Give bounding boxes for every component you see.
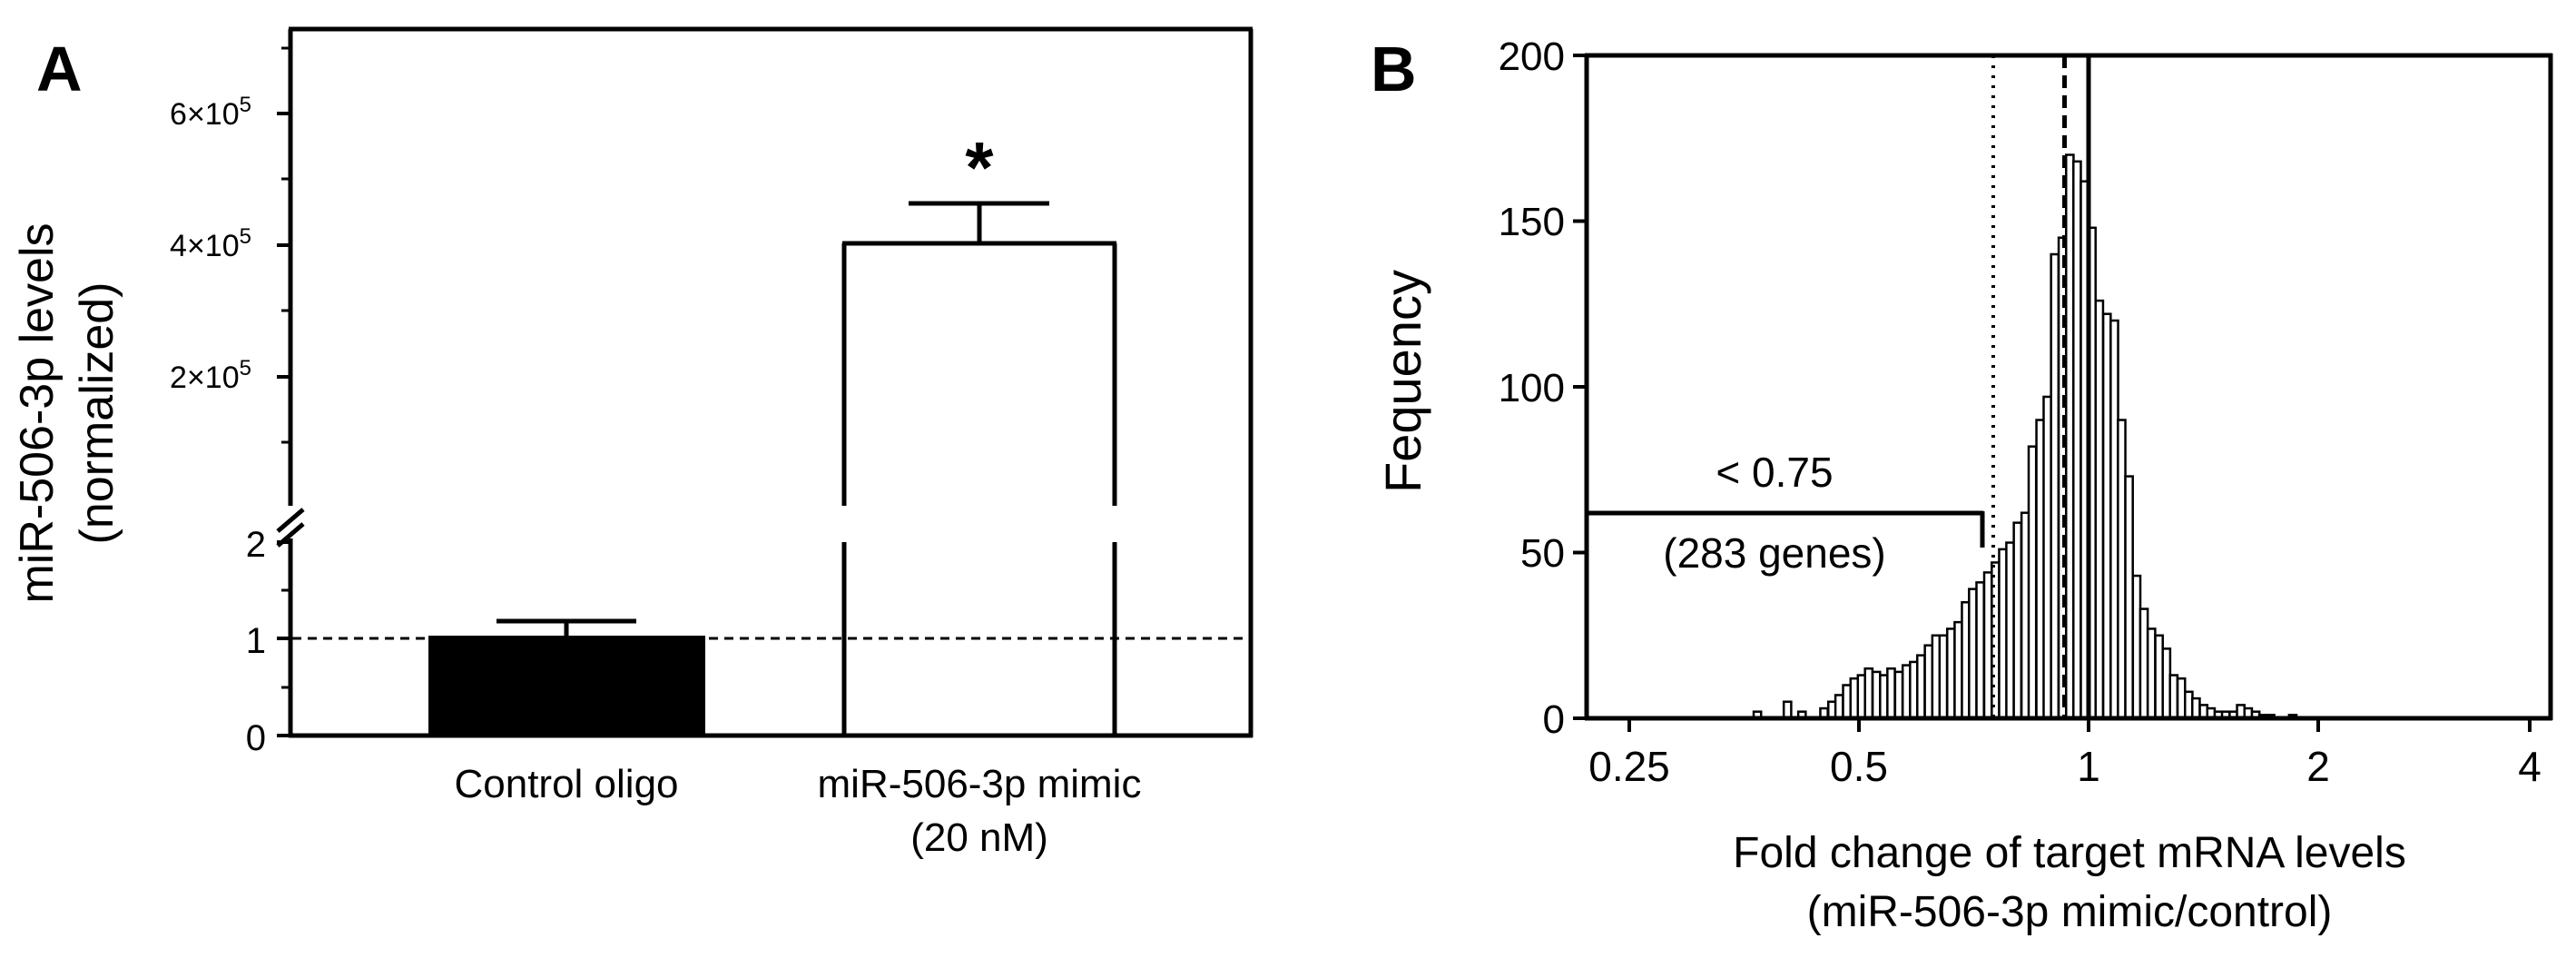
panel-a-ytick-label: 2×105 bbox=[170, 356, 251, 395]
histogram-bin bbox=[2146, 627, 2157, 720]
histogram-bin bbox=[1893, 670, 1904, 720]
panel-b-xtick-label: 1 bbox=[2077, 743, 2100, 790]
histogram-bin bbox=[1938, 634, 1949, 720]
panel-b-label: B bbox=[1371, 34, 1417, 104]
panel-a-ytick-label: 1 bbox=[246, 621, 266, 661]
panel-a-xtick-label: miR-506-3p mimic bbox=[818, 762, 1142, 806]
histogram-bin bbox=[1982, 571, 1993, 720]
panel-a-ylabel-line1: miR-506-3p levels bbox=[11, 222, 64, 603]
panel-b-xtick-label: 0.5 bbox=[1830, 743, 1888, 790]
panel-b-ytick-label: 100 bbox=[1499, 366, 1565, 410]
histogram-bin bbox=[1886, 667, 1896, 720]
reference-lines bbox=[1991, 55, 2091, 718]
histogram-bin bbox=[2094, 299, 2105, 720]
histogram-bin bbox=[2050, 252, 2060, 720]
histogram-bins bbox=[1752, 153, 2298, 720]
histogram-bin bbox=[2138, 607, 2149, 720]
panel-b-xlabel-line2: (miR-506-3p mimic/control) bbox=[1807, 888, 2333, 936]
panel-b-ytick-label: 150 bbox=[1499, 200, 1565, 244]
panel-b-ytick-label: 50 bbox=[1520, 531, 1565, 576]
histogram-bin bbox=[2168, 674, 2179, 720]
panel-b-ylabel: Fequency bbox=[1374, 270, 1431, 493]
panel-a-ytick-label: 0 bbox=[246, 718, 266, 758]
panel-a-ytick-label: 4×105 bbox=[170, 224, 251, 263]
panel-b-chart: Fequency 0 50 100 150 200 0.25 0.5 1 2 4… bbox=[1374, 35, 2553, 936]
histogram-bin bbox=[1863, 667, 1874, 720]
panel-a-ytick-label: 2 bbox=[246, 525, 266, 565]
histogram-bin bbox=[1834, 694, 1844, 720]
bar-control-oligo bbox=[428, 636, 705, 736]
histogram-bin bbox=[1975, 581, 1985, 720]
histogram-bin bbox=[2191, 696, 2201, 720]
histogram-bin bbox=[1916, 654, 1926, 720]
panel-a-ytick-label: 6×105 bbox=[170, 93, 251, 132]
panel-b-xtick-label: 2 bbox=[2306, 743, 2330, 790]
panel-b-ytick-label: 0 bbox=[1543, 697, 1565, 742]
histogram-bin bbox=[1782, 700, 1793, 720]
histogram-bin bbox=[2012, 521, 2023, 720]
significance-star: * bbox=[965, 127, 994, 208]
panel-a-ylabel-line2: (normalized) bbox=[71, 282, 123, 545]
panel-b-ytick-label: 200 bbox=[1499, 35, 1565, 79]
panel-b-xlabel-line1: Fold change of target mRNA levels bbox=[1733, 829, 2406, 877]
histogram-bin bbox=[2124, 475, 2134, 720]
panel-a-chart: miR-506-3p levels (normalized) 0 1 2 2×1… bbox=[11, 26, 1254, 860]
bracket-label-threshold: < 0.75 bbox=[1716, 449, 1833, 496]
histogram-bin bbox=[1871, 670, 1882, 720]
panel-a-xtick-label: Control oligo bbox=[454, 762, 678, 806]
bracket-label-count: (283 genes) bbox=[1663, 529, 1886, 577]
histogram-bin bbox=[2005, 541, 2015, 720]
panel-b-xtick-label: 4 bbox=[2518, 743, 2542, 790]
panel-b-xtick-label: 0.25 bbox=[1588, 743, 1670, 790]
panel-a-xtick-label-line2: (20 nM) bbox=[910, 815, 1048, 860]
panel-a-label: A bbox=[36, 34, 83, 104]
histogram-bin bbox=[1842, 684, 1852, 720]
histogram-bin bbox=[2027, 445, 2038, 720]
panel-a-axis-break-mark bbox=[276, 508, 305, 533]
histogram-bin bbox=[2072, 160, 2082, 720]
